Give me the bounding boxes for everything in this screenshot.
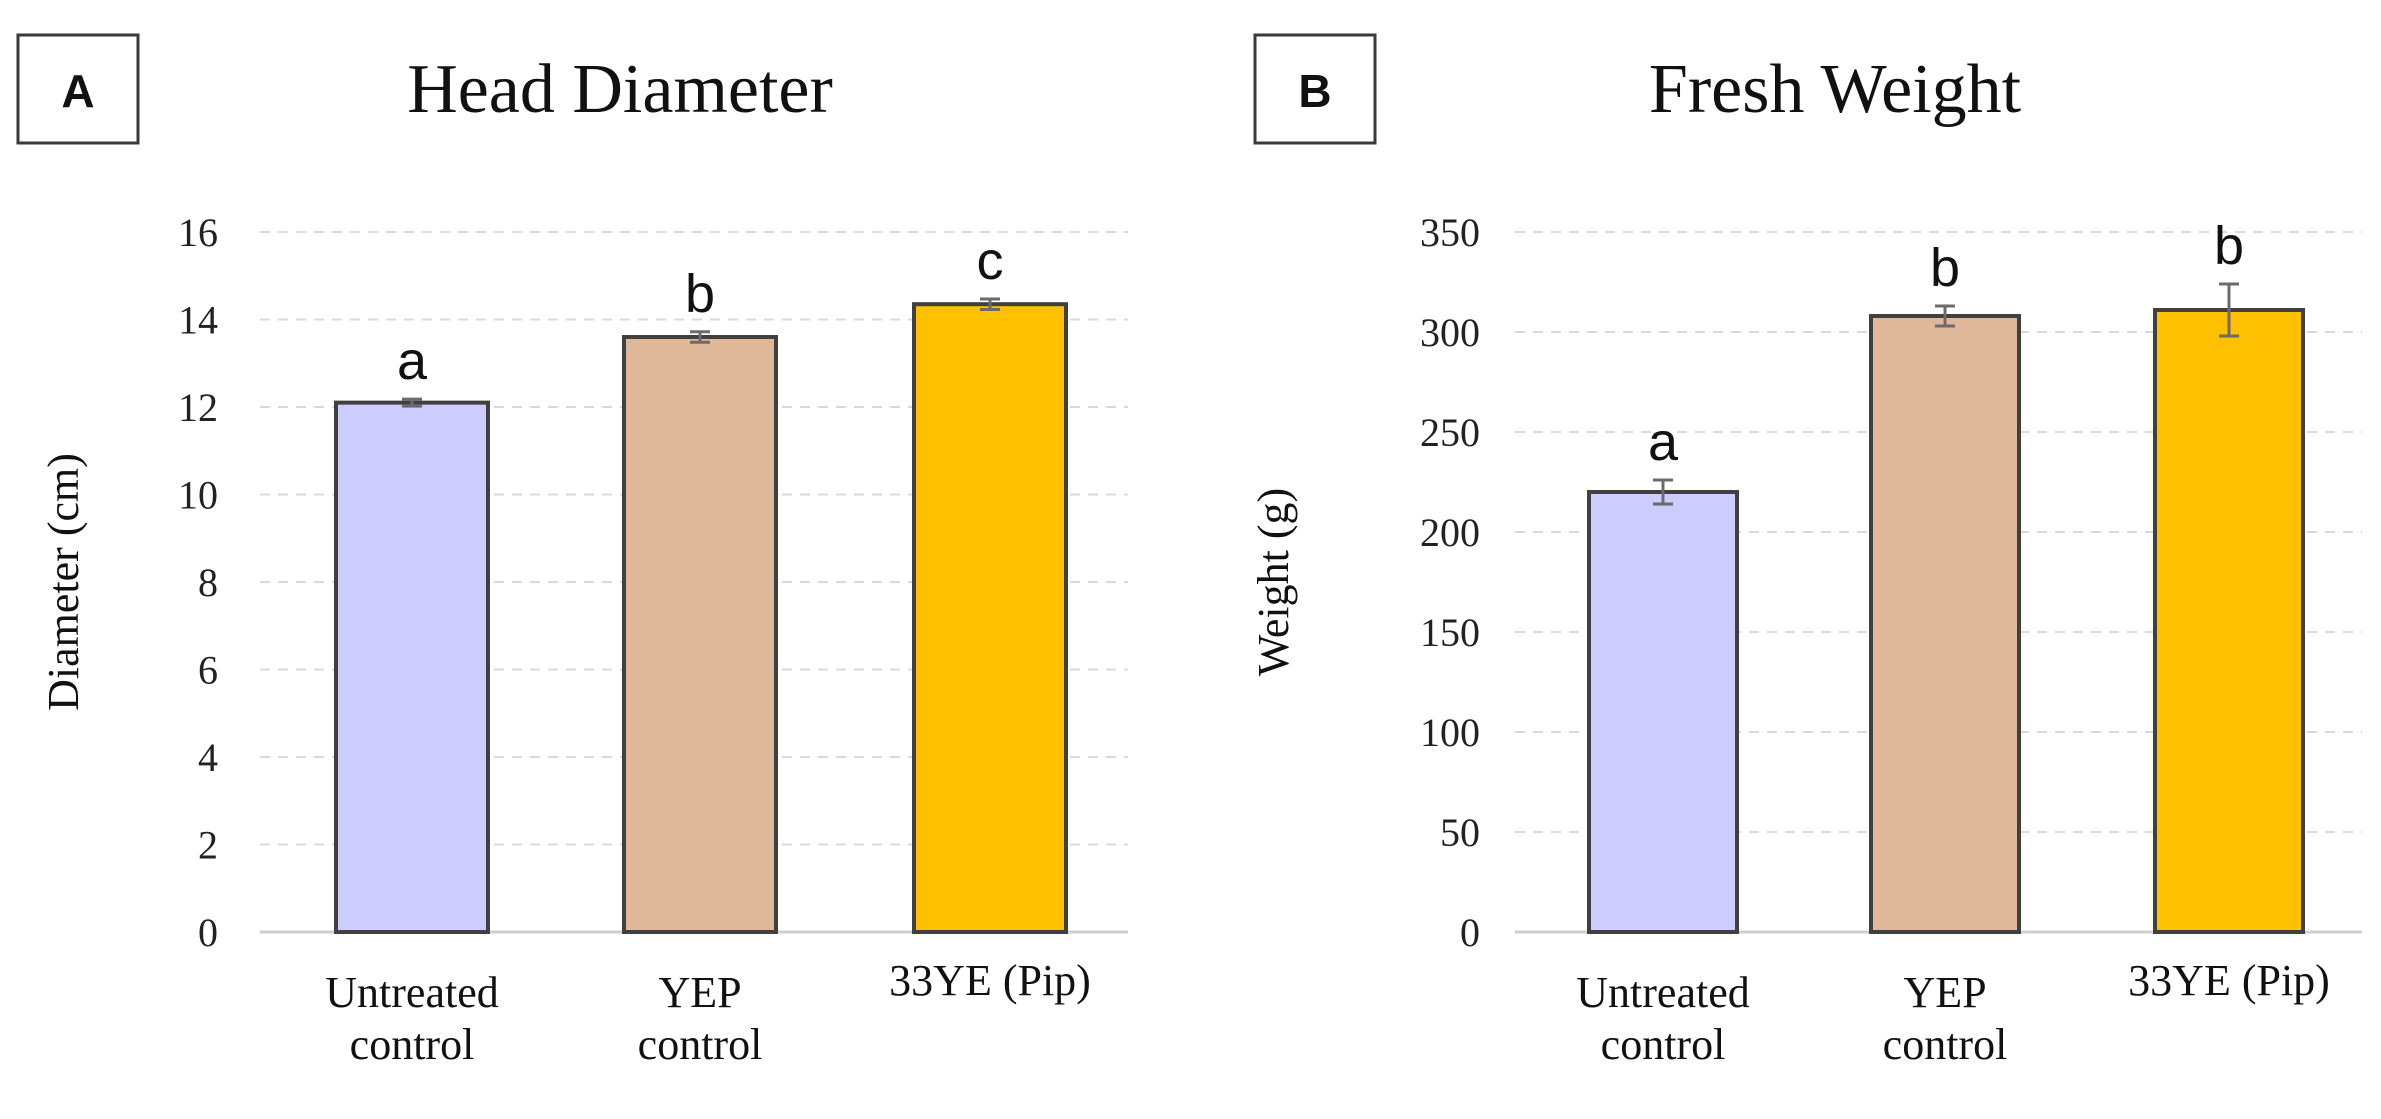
- x-category-label: Untreated: [325, 968, 498, 1017]
- bar: [334, 400, 490, 934]
- x-category-label: control: [1601, 1020, 1726, 1069]
- y-tick-label: 6: [198, 648, 218, 693]
- significance-letter: b: [685, 264, 715, 324]
- y-tick-label: 50: [1440, 810, 1480, 855]
- x-category-label: YEP: [1903, 968, 1986, 1017]
- y-tick-label: 8: [198, 560, 218, 605]
- significance-letter: b: [2214, 216, 2244, 276]
- plot-b: 0 50 100 150 200 250 300 350 Weight (g) a Untreate…: [1249, 210, 2362, 1069]
- bar: [622, 335, 778, 934]
- y-tick-label: 0: [198, 910, 218, 955]
- y-tick-label: 2: [198, 823, 218, 868]
- bar: [1587, 490, 1739, 934]
- panel-a-letter: A: [61, 65, 94, 117]
- x-category-label: 33YE (Pip): [889, 956, 1091, 1005]
- y-tick-label: 350: [1420, 210, 1480, 255]
- x-category-label: control: [1883, 1020, 2008, 1069]
- y-tick-label: 250: [1420, 410, 1480, 455]
- y-axis-title: Diameter (cm): [39, 453, 88, 711]
- bar: [912, 302, 1068, 934]
- y-tick-label: 10: [178, 473, 218, 518]
- y-tick-label: 16: [178, 210, 218, 255]
- x-category-label: control: [638, 1020, 763, 1069]
- panel-a-badge: [16, 33, 140, 145]
- bar: [1869, 314, 2021, 934]
- y-tick-label: 200: [1420, 510, 1480, 555]
- panel-b: B Fresh Weight 0 50 100 150 200 250 300 350 Weig…: [1249, 33, 2362, 1069]
- y-tick-label: 14: [178, 298, 218, 343]
- x-category-label: Untreated: [1576, 968, 1749, 1017]
- bar: [2153, 308, 2305, 934]
- panel-a: A Head Diameter 0 2 4 6 8 10 12 14 16 Diameter (c…: [16, 33, 1128, 1069]
- y-axis-title: Weight (g): [1249, 488, 1298, 676]
- y-tick-label: 150: [1420, 610, 1480, 655]
- y-tick-label: 300: [1420, 310, 1480, 355]
- significance-letter: b: [1930, 238, 1960, 298]
- panel-b-badge: [1253, 33, 1377, 145]
- y-tick-label: 12: [178, 385, 218, 430]
- x-category-label: control: [350, 1020, 475, 1069]
- x-category-label: 33YE (Pip): [2128, 956, 2330, 1005]
- significance-letter: c: [977, 231, 1004, 291]
- panel-b-letter: B: [1298, 65, 1331, 117]
- significance-letter: a: [1648, 412, 1679, 472]
- x-category-label: YEP: [658, 968, 741, 1017]
- panel-a-title: Head Diameter: [407, 51, 833, 128]
- significance-letter: a: [397, 331, 428, 391]
- panel-b-title: Fresh Weight: [1649, 51, 2022, 128]
- y-tick-label: 0: [1460, 910, 1480, 955]
- y-tick-label: 4: [198, 735, 218, 780]
- y-tick-label: 100: [1420, 710, 1480, 755]
